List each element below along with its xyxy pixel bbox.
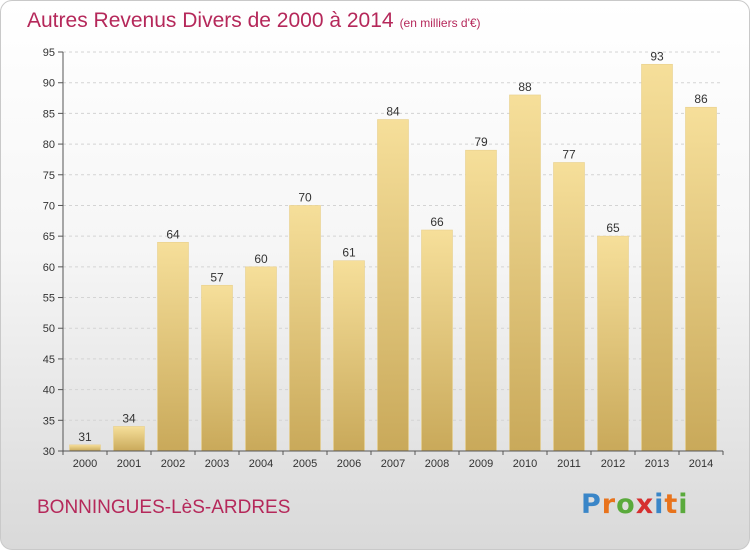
data-label: 61 bbox=[342, 246, 356, 260]
y-tick-label: 45 bbox=[43, 354, 55, 366]
data-label: 34 bbox=[122, 411, 136, 425]
y-tick-label: 50 bbox=[43, 323, 55, 335]
y-tick-label: 85 bbox=[43, 108, 55, 120]
bar bbox=[289, 205, 321, 452]
bar bbox=[201, 284, 233, 452]
x-tick-label: 2002 bbox=[161, 458, 185, 470]
proxiti-logo: Proxiti bbox=[581, 489, 689, 520]
y-tick-label: 65 bbox=[43, 231, 55, 243]
y-tick-label: 90 bbox=[43, 78, 55, 90]
y-tick-label: 30 bbox=[43, 446, 55, 458]
x-tick-label: 2003 bbox=[205, 458, 229, 470]
chart-unit: (en milliers d'€) bbox=[399, 16, 481, 30]
x-tick-label: 2006 bbox=[337, 458, 361, 470]
data-label: 79 bbox=[474, 135, 488, 149]
bar bbox=[69, 444, 101, 452]
y-tick-label: 40 bbox=[43, 385, 55, 397]
data-label: 70 bbox=[298, 190, 312, 204]
y-tick-label: 95 bbox=[43, 47, 55, 59]
y-tick-label: 60 bbox=[43, 262, 55, 274]
chart-title-text: Autres Revenus Divers de 2000 à 2014 bbox=[27, 9, 394, 32]
x-tick-label: 2008 bbox=[425, 458, 449, 470]
x-tick-label: 2012 bbox=[601, 458, 625, 470]
bar bbox=[333, 260, 365, 452]
data-label: 60 bbox=[254, 252, 268, 266]
x-tick-label: 2004 bbox=[249, 458, 273, 470]
data-label: 93 bbox=[650, 49, 664, 63]
x-tick-label: 2013 bbox=[645, 458, 669, 470]
x-tick-label: 2009 bbox=[469, 458, 493, 470]
bar bbox=[465, 149, 497, 452]
x-tick-label: 2000 bbox=[73, 458, 97, 470]
commune-name: BONNINGUES-LèS-ARDRES bbox=[37, 497, 291, 518]
x-tick-label: 2005 bbox=[293, 458, 317, 470]
bar bbox=[641, 63, 673, 452]
y-tick-label: 55 bbox=[43, 293, 55, 305]
y-tick-label: 70 bbox=[43, 200, 55, 212]
x-tick-label: 2011 bbox=[557, 458, 581, 470]
bar bbox=[597, 235, 629, 452]
y-tick-label: 75 bbox=[43, 170, 55, 182]
bars bbox=[69, 63, 717, 452]
bar bbox=[377, 119, 409, 452]
data-label: 77 bbox=[562, 147, 576, 161]
x-tick-label: 2007 bbox=[381, 458, 405, 470]
labels: 30 35 40 45 50 55 60 65 70 75 80 85 90 95 31 2000 34 2001… bbox=[43, 47, 713, 470]
bar bbox=[509, 94, 541, 452]
bar bbox=[245, 266, 277, 452]
data-label: 66 bbox=[430, 215, 444, 229]
data-label: 65 bbox=[606, 221, 620, 235]
data-label: 84 bbox=[386, 105, 400, 119]
y-tick-label: 35 bbox=[43, 415, 55, 427]
x-tick-label: 2010 bbox=[513, 458, 537, 470]
y-tick-label: 80 bbox=[43, 139, 55, 151]
axes bbox=[58, 51, 724, 455]
data-label: 88 bbox=[518, 80, 532, 94]
bar bbox=[421, 229, 453, 452]
x-tick-label: 2014 bbox=[689, 458, 713, 470]
bar bbox=[113, 426, 145, 452]
chart-title: Autres Revenus Divers de 2000 à 2014 (en … bbox=[27, 9, 481, 33]
data-label: 31 bbox=[78, 430, 92, 444]
data-label: 57 bbox=[210, 270, 224, 284]
bar bbox=[157, 241, 189, 452]
data-label: 86 bbox=[694, 92, 708, 106]
x-tick-label: 2001 bbox=[117, 458, 141, 470]
data-label: 64 bbox=[166, 227, 180, 241]
bar bbox=[685, 106, 717, 452]
bar bbox=[553, 162, 585, 452]
